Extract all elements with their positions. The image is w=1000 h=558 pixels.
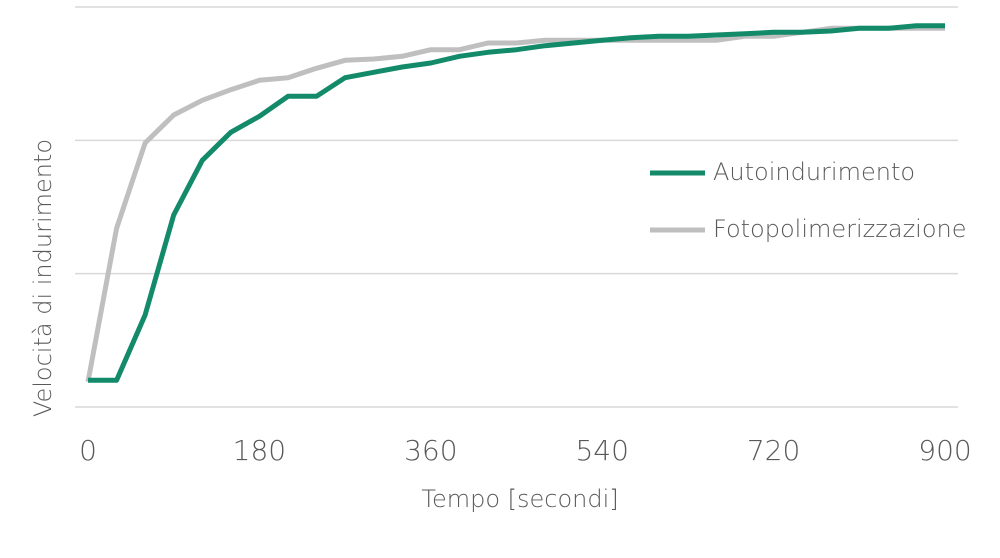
x-tick-label: 180 (233, 434, 286, 467)
x-tick-label: 540 (575, 434, 628, 467)
series-line (88, 23, 945, 383)
x-tick-label: 360 (404, 434, 457, 467)
x-tick-label: 0 (79, 434, 97, 467)
series-line (85, 25, 945, 383)
x-axis-title: Tempo [secondi] (421, 485, 618, 513)
legend-label: Autoindurimento (713, 158, 915, 186)
legend-label: Fotopolimerizzazione (713, 215, 967, 243)
x-tick-label: 720 (747, 434, 800, 467)
y-axis-title: Velocità di indurimento (29, 139, 57, 417)
x-tick-label: 900 (918, 434, 971, 467)
